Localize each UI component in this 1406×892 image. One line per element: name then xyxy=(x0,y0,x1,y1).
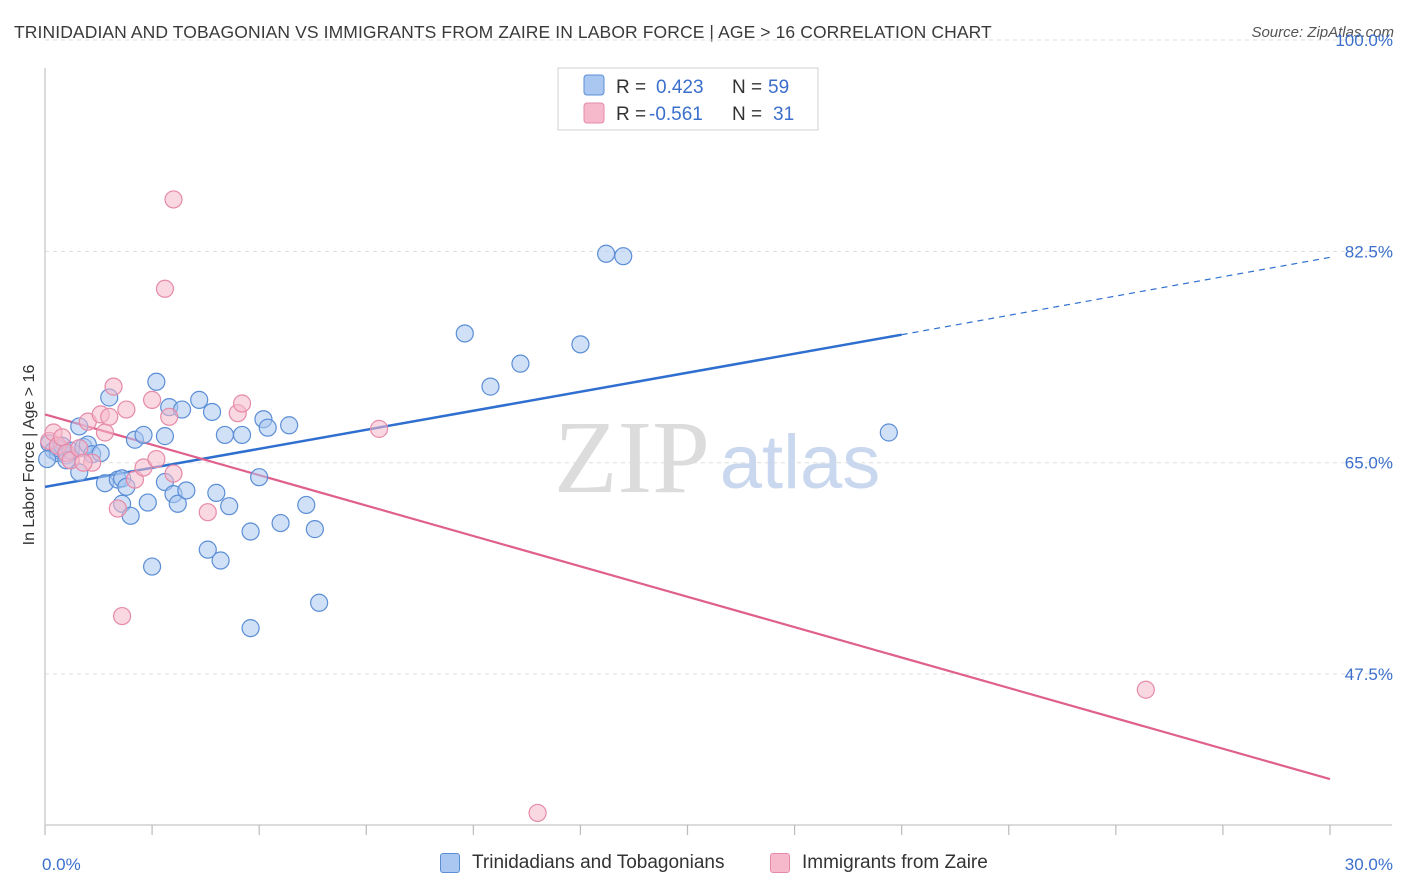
point-zaire-10 xyxy=(95,423,115,442)
legend-item-trinidadians: Trinidadians and Tobagonians xyxy=(440,852,724,874)
legend-item-zaire: Immigrants from Zaire xyxy=(770,852,988,874)
legend-swatch-zaire xyxy=(770,853,790,873)
point-trinidadians-48 xyxy=(297,495,316,515)
point-trinidadians-45 xyxy=(258,418,277,437)
point-zaire-17 xyxy=(134,458,153,477)
point-trinidadians-34 xyxy=(198,540,217,559)
point-zaire-28 xyxy=(1136,680,1155,699)
point-zaire-21 xyxy=(160,407,179,426)
point-zaire-15 xyxy=(117,400,136,419)
point-zaire-29 xyxy=(528,803,547,823)
point-zaire-19 xyxy=(147,449,166,469)
point-zaire-12 xyxy=(104,377,123,396)
point-zaire-26 xyxy=(232,394,252,413)
trend-line-trinidadians xyxy=(44,333,902,489)
trend-lines xyxy=(44,256,1331,781)
legend-r-label-1: R = xyxy=(616,77,646,98)
point-zaire-20 xyxy=(155,279,175,298)
legend-label-trinidadians: Trinidadians and Tobagonians xyxy=(472,852,725,873)
point-trinidadians-38 xyxy=(215,425,234,445)
point-trinidadians-42 xyxy=(241,619,260,638)
point-trinidadians-50 xyxy=(310,593,329,612)
point-trinidadians-33 xyxy=(190,390,209,409)
legend-swatch-blue xyxy=(583,74,605,96)
point-zaire-14 xyxy=(112,606,132,626)
legend-n-value-2: 31 xyxy=(773,104,794,125)
point-trinidadians-41 xyxy=(241,522,260,541)
point-trinidadians-25 xyxy=(147,372,166,391)
point-trinidadians-52 xyxy=(481,377,500,396)
y-tick-label-3: 47.5% xyxy=(1345,665,1393,684)
legend-label-zaire: Immigrants from Zaire xyxy=(802,852,988,873)
point-trinidadians-22 xyxy=(134,425,153,445)
point-trinidadians-30 xyxy=(168,494,187,513)
y-axis-title: In Labor Force | Age > 16 xyxy=(21,365,38,546)
point-trinidadians-53 xyxy=(511,354,530,373)
point-zaire-27 xyxy=(370,419,389,438)
point-trinidadians-35 xyxy=(202,402,222,422)
point-trinidadians-47 xyxy=(280,416,299,435)
y-tick-label-0: 100.0% xyxy=(1335,31,1393,50)
point-trinidadians-55 xyxy=(597,244,616,263)
point-trinidadians-23 xyxy=(138,493,157,512)
legend-r-value-1: 0.423 xyxy=(656,77,704,98)
legend-r-label-2: R = xyxy=(616,104,646,125)
data-points xyxy=(38,190,1155,823)
point-trinidadians-43 xyxy=(250,468,269,487)
point-trinidadians-27 xyxy=(155,427,175,446)
point-trinidadians-58 xyxy=(38,449,57,469)
legend-n-value-1: 59 xyxy=(768,77,789,98)
legend-swatch-pink xyxy=(583,102,605,124)
point-trinidadians-39 xyxy=(220,497,239,516)
point-trinidadians-54 xyxy=(571,335,590,354)
point-zaire-22 xyxy=(164,464,183,483)
watermark: ZIP atlas xyxy=(554,400,880,515)
point-zaire-11 xyxy=(100,407,119,426)
point-zaire-30 xyxy=(74,453,93,472)
legend-bottom: Trinidadians and Tobagonians Immigrants … xyxy=(0,852,1406,878)
y-tick-label-1: 82.5% xyxy=(1345,242,1393,261)
y-tick-label-2: 65.0% xyxy=(1345,454,1393,473)
point-trinidadians-36 xyxy=(207,483,226,502)
watermark-atlas: atlas xyxy=(720,420,881,505)
legend-n-label-1: N = xyxy=(732,77,762,98)
point-trinidadians-46 xyxy=(271,513,290,533)
point-trinidadians-57 xyxy=(879,423,898,442)
legend-top: R = 0.423 N = 59 R = -0.561 N = 31 xyxy=(557,67,819,131)
legend-swatch-trinidadians xyxy=(440,853,460,873)
point-trinidadians-24 xyxy=(142,557,162,576)
point-trinidadians-37 xyxy=(211,551,230,570)
legend-n-label-2: N = xyxy=(732,104,762,125)
point-trinidadians-51 xyxy=(455,324,474,343)
point-zaire-3 xyxy=(53,428,72,447)
point-zaire-13 xyxy=(108,499,127,518)
legend-r-value-2: -0.561 xyxy=(649,104,703,125)
point-trinidadians-40 xyxy=(232,425,252,445)
point-zaire-23 xyxy=(164,190,183,209)
x-tick-label-1: 30.0% xyxy=(1345,855,1393,874)
point-trinidadians-32 xyxy=(177,481,196,500)
point-trinidadians-49 xyxy=(305,520,324,539)
point-trinidadians-56 xyxy=(614,247,633,266)
chart-title: TRINIDADIAN AND TOBAGONIAN VS IMMIGRANTS… xyxy=(14,22,992,42)
x-tick-label-0: 0.0% xyxy=(42,855,81,874)
watermark-zip: ZIP xyxy=(554,400,710,515)
source-label: Source: ZipAtlas.com xyxy=(1251,24,1394,41)
tick-labels: 100.0% 82.5% 65.0% 47.5% 0.0% 30.0% xyxy=(42,31,1393,874)
point-zaire-18 xyxy=(142,390,162,409)
trend-line-trinidadians-extension xyxy=(901,256,1331,336)
grid-lines xyxy=(45,39,1392,675)
point-zaire-24 xyxy=(198,503,217,522)
